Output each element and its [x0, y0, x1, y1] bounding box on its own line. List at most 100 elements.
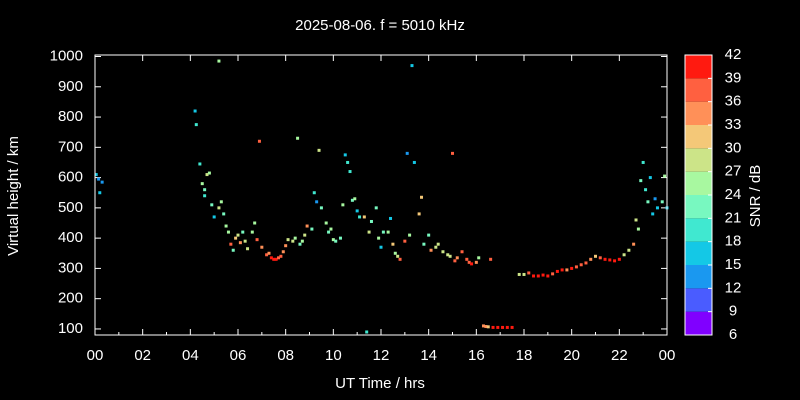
data-point [410, 64, 414, 68]
data-point [386, 230, 390, 234]
data-point [194, 123, 198, 127]
data-point [636, 227, 640, 231]
data-point [613, 259, 617, 263]
data-point [455, 256, 459, 260]
x-tick-label: 10 [325, 347, 342, 364]
x-tick-label: 00 [87, 347, 104, 364]
data-point [203, 194, 207, 198]
data-point [338, 236, 342, 240]
data-point [293, 236, 297, 240]
data-point [291, 239, 295, 243]
data-point [367, 230, 371, 234]
data-point [546, 274, 550, 278]
y-tick-label: 800 [58, 108, 83, 125]
data-point [408, 233, 412, 237]
data-point [286, 238, 290, 242]
data-point [224, 224, 228, 228]
colorbar-tick-label: 21 [725, 209, 742, 226]
data-point [646, 200, 650, 204]
colorbar-tick-label: 36 [725, 93, 742, 110]
colorbar-band [685, 171, 712, 195]
data-point [655, 206, 659, 210]
colorbar-tick-label: 9 [729, 303, 737, 320]
data-point [226, 230, 230, 234]
data-point [100, 180, 104, 184]
data-point [217, 206, 221, 210]
data-point [632, 242, 636, 246]
data-point [496, 325, 500, 329]
data-point [274, 257, 278, 261]
data-point [653, 197, 657, 201]
data-point [369, 219, 373, 223]
data-point [477, 256, 481, 260]
data-point [608, 258, 612, 262]
x-tick-label: 04 [182, 347, 199, 364]
colorbar-tick-label: 30 [725, 139, 742, 156]
data-point [565, 268, 569, 272]
data-point [639, 179, 643, 183]
data-point [663, 174, 667, 178]
data-point [279, 254, 283, 258]
data-point [522, 272, 526, 276]
data-point [348, 170, 352, 174]
colorbar-tick-label: 27 [725, 163, 742, 180]
data-point [300, 239, 304, 243]
data-point [362, 215, 366, 219]
data-point [622, 253, 626, 257]
data-point [303, 233, 307, 237]
x-tick-label: 06 [230, 347, 247, 364]
data-point [532, 274, 536, 278]
data-point [203, 188, 207, 192]
data-point [465, 257, 469, 261]
data-point [255, 238, 259, 242]
data-point [427, 233, 431, 237]
data-point [219, 200, 223, 204]
colorbar-band [685, 125, 712, 149]
data-point [551, 272, 555, 276]
x-tick-label: 12 [373, 347, 390, 364]
data-point [234, 236, 238, 240]
data-point [296, 136, 300, 140]
data-point [379, 245, 383, 249]
x-tick-label: 18 [516, 347, 533, 364]
colorbar-tick-label: 15 [725, 256, 742, 273]
data-point [420, 195, 424, 199]
chart-title: 2025-08-06. f = 5010 kHz [295, 17, 465, 34]
data-point [486, 325, 490, 329]
data-point [327, 230, 331, 234]
data-point [644, 188, 648, 192]
data-point [231, 248, 235, 252]
data-point [272, 257, 276, 261]
colorbar-tick-label: 18 [725, 233, 742, 250]
data-point [210, 203, 214, 207]
colorbar-tick-label: 39 [725, 69, 742, 86]
data-point [505, 325, 509, 329]
data-point [269, 256, 273, 260]
data-point [460, 250, 464, 254]
data-point [451, 151, 454, 155]
data-point [298, 242, 302, 246]
data-point [634, 218, 638, 222]
data-point [358, 215, 362, 219]
data-point [603, 257, 607, 261]
data-point [238, 241, 242, 245]
data-point [555, 269, 559, 273]
y-axis-label: Virtual height / km [5, 136, 22, 256]
data-point [343, 153, 347, 157]
data-point [217, 59, 221, 63]
y-tick-label: 1000 [50, 47, 83, 64]
y-tick-label: 200 [58, 290, 83, 307]
x-tick-label: 00 [659, 347, 676, 364]
y-tick-label: 300 [58, 259, 83, 276]
data-point [627, 248, 631, 252]
data-point [467, 260, 471, 264]
data-point [212, 215, 216, 219]
data-point [241, 230, 245, 234]
colorbar-tick-label: 33 [725, 116, 742, 133]
data-point [236, 233, 240, 237]
data-point [257, 139, 261, 143]
colorbar-band [685, 288, 712, 312]
colorbar-label: SNR / dB [747, 165, 764, 228]
